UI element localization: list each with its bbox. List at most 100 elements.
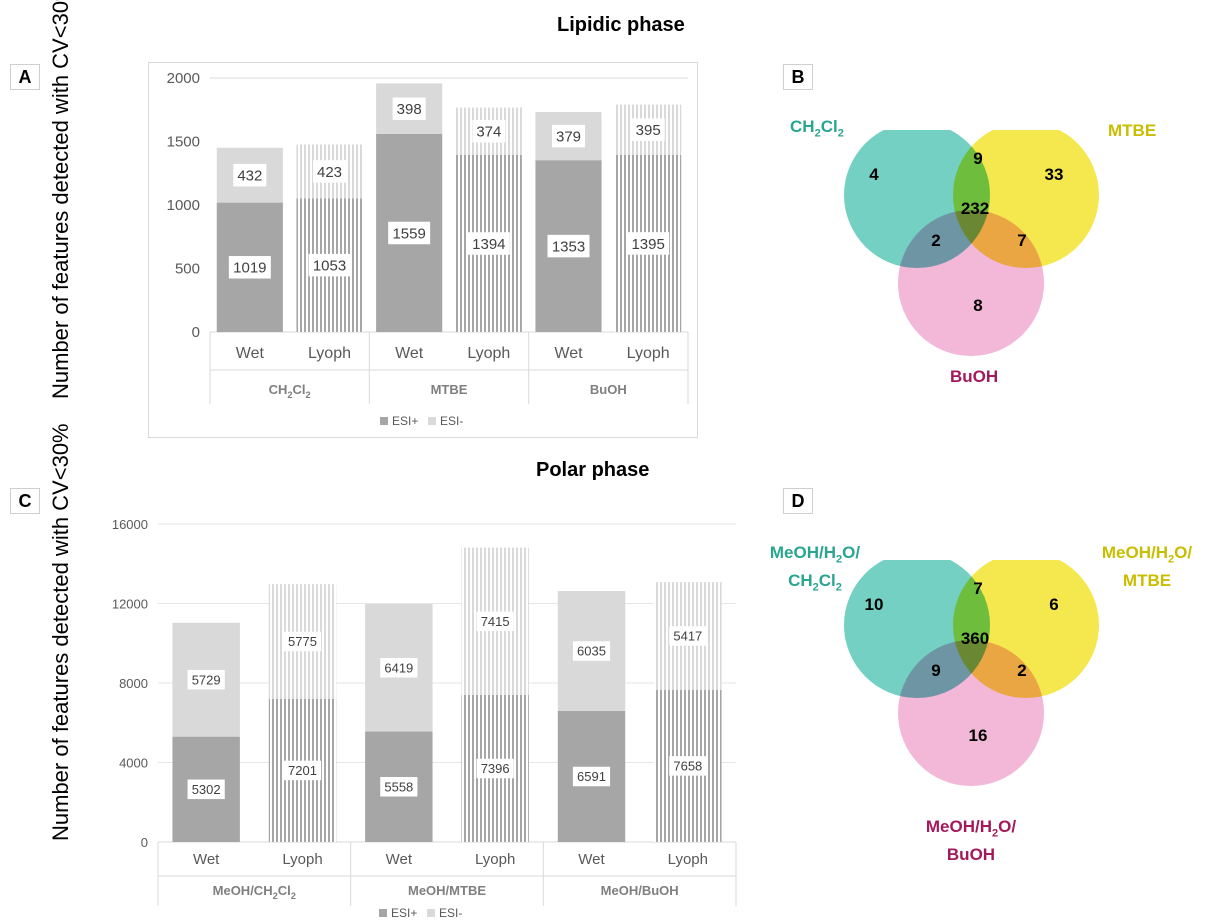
venn-b-label-ch2cl2: CH2Cl2	[790, 117, 844, 140]
venn-b-label-buoh: BuOH	[950, 367, 999, 386]
venn-circle-3	[898, 210, 1044, 356]
data-label: 379	[556, 129, 581, 146]
legend-swatch	[427, 909, 435, 917]
data-label-bg	[552, 124, 585, 148]
legend-label: ESI+	[391, 906, 417, 920]
y-tick-label: 0	[192, 324, 200, 341]
panel-label-c: C	[10, 488, 40, 514]
y-tick-label: 1000	[167, 197, 200, 214]
data-label-bg	[669, 756, 707, 776]
data-label-bg	[547, 234, 590, 258]
venn-count-abc: 232	[961, 199, 989, 218]
group-label: MeOH/CH2Cl2	[213, 883, 296, 901]
group-label: MeOH/BuOH	[601, 883, 679, 898]
panel-label-d: D	[783, 488, 813, 514]
data-label-bg	[631, 118, 665, 142]
data-label-bg	[313, 160, 346, 183]
legend-swatch	[380, 417, 388, 425]
group-label: MTBE	[431, 382, 468, 397]
data-label-bg	[572, 641, 611, 661]
data-label-bg	[476, 611, 514, 632]
data-label-bg	[669, 626, 707, 646]
data-label: 1559	[392, 225, 425, 242]
group-label: MeOH/MTBE	[408, 883, 486, 898]
data-label-bg	[476, 758, 514, 779]
data-label: 7415	[481, 614, 510, 629]
y-tick-label: 0	[141, 835, 148, 850]
data-label-bg	[572, 766, 611, 787]
data-label: 1395	[631, 236, 664, 253]
venn-d-polar-diagram: 10 6 16 7 9 2 360	[844, 560, 1099, 786]
venn-count-c-only: 8	[973, 296, 982, 315]
panel-label-a: A	[10, 64, 40, 90]
legend-swatch	[379, 909, 387, 917]
lipidic-phase-title: Lipidic phase	[557, 14, 685, 36]
data-label-bg	[392, 97, 426, 120]
data-label-bg	[472, 119, 506, 143]
category-label: Lyoph	[467, 345, 510, 362]
venn-count-b-only: 6	[1049, 595, 1058, 614]
y-tick-label: 500	[175, 261, 200, 278]
data-label: 5417	[673, 629, 702, 644]
data-label: 6035	[577, 644, 606, 659]
data-label-bg	[283, 760, 322, 781]
venn-d-label-meoh-ch2cl2: MeOH/H2O/ CH2Cl2	[769, 543, 861, 594]
data-label: 398	[397, 101, 422, 118]
legend-label: ESI-	[440, 414, 463, 428]
category-label: Wet	[236, 345, 265, 362]
data-label-bg	[187, 669, 225, 690]
data-label-bg	[467, 232, 510, 255]
data-label: 1019	[233, 260, 266, 277]
data-label-bg	[308, 253, 351, 277]
data-label: 5729	[192, 672, 221, 687]
venn-count-ab: 9	[973, 149, 982, 168]
data-label: 1394	[472, 236, 505, 253]
group-label: BuOH	[590, 382, 627, 397]
data-label: 432	[237, 168, 262, 185]
data-label-bg	[380, 657, 418, 678]
category-label: Wet	[578, 851, 605, 868]
venn-count-ac: 9	[931, 661, 940, 680]
y-tick-label: 8000	[119, 676, 148, 691]
category-label: Wet	[193, 851, 220, 868]
y-tick-label: 4000	[119, 756, 148, 771]
data-label: 423	[317, 164, 342, 181]
data-label: 1053	[313, 258, 346, 275]
data-label: 7396	[481, 761, 510, 776]
venn-count-b-only: 33	[1045, 165, 1064, 184]
venn-count-ac: 2	[931, 231, 940, 250]
data-label: 5302	[192, 782, 221, 797]
category-label: Lyoph	[475, 851, 515, 868]
category-label: Wet	[395, 345, 424, 362]
data-label: 5558	[384, 779, 413, 794]
data-label: 395	[636, 122, 661, 139]
chart-a-y-axis-label: Number of features detected with CV<30%	[48, 0, 73, 399]
venn-d-label-meoh-mtbe: MeOH/H2O/ MTBE	[1101, 543, 1193, 591]
group-label: CH2Cl2	[269, 382, 311, 400]
data-label-bg	[627, 232, 670, 255]
data-label: 374	[476, 124, 501, 141]
chart-c-polar-bar-chart: 0 4000 8000 12000 16000 5302 5729 Wet 7201 5775 Ly…	[112, 517, 737, 920]
category-label: Lyoph	[308, 345, 351, 362]
category-label: Lyoph	[282, 851, 322, 868]
category-label: Wet	[386, 851, 413, 868]
category-label: Lyoph	[668, 851, 708, 868]
venn-count-a-only: 4	[869, 165, 879, 184]
venn-d-label-meoh-buoh: MeOH/H2O/ BuOH	[925, 817, 1017, 865]
legend-label: ESI+	[392, 414, 418, 428]
data-label: 6591	[577, 769, 606, 784]
venn-count-bc: 2	[1017, 661, 1026, 680]
y-tick-label: 16000	[112, 517, 148, 532]
venn-count-c-only: 16	[969, 726, 988, 745]
panel-label-b: B	[783, 64, 813, 90]
data-label-bg	[228, 256, 271, 279]
data-label: 7658	[673, 759, 702, 774]
y-tick-label: 1500	[167, 134, 200, 151]
data-label: 1353	[552, 238, 585, 255]
venn-b-lipidic-diagram: 4 33 8 9 2 7 232	[844, 130, 1099, 356]
venn-circle-3	[898, 640, 1044, 786]
y-tick-label: 12000	[112, 597, 148, 612]
y-tick-label: 2000	[167, 70, 200, 87]
category-label: Wet	[554, 345, 583, 362]
venn-count-ab: 7	[973, 579, 982, 598]
